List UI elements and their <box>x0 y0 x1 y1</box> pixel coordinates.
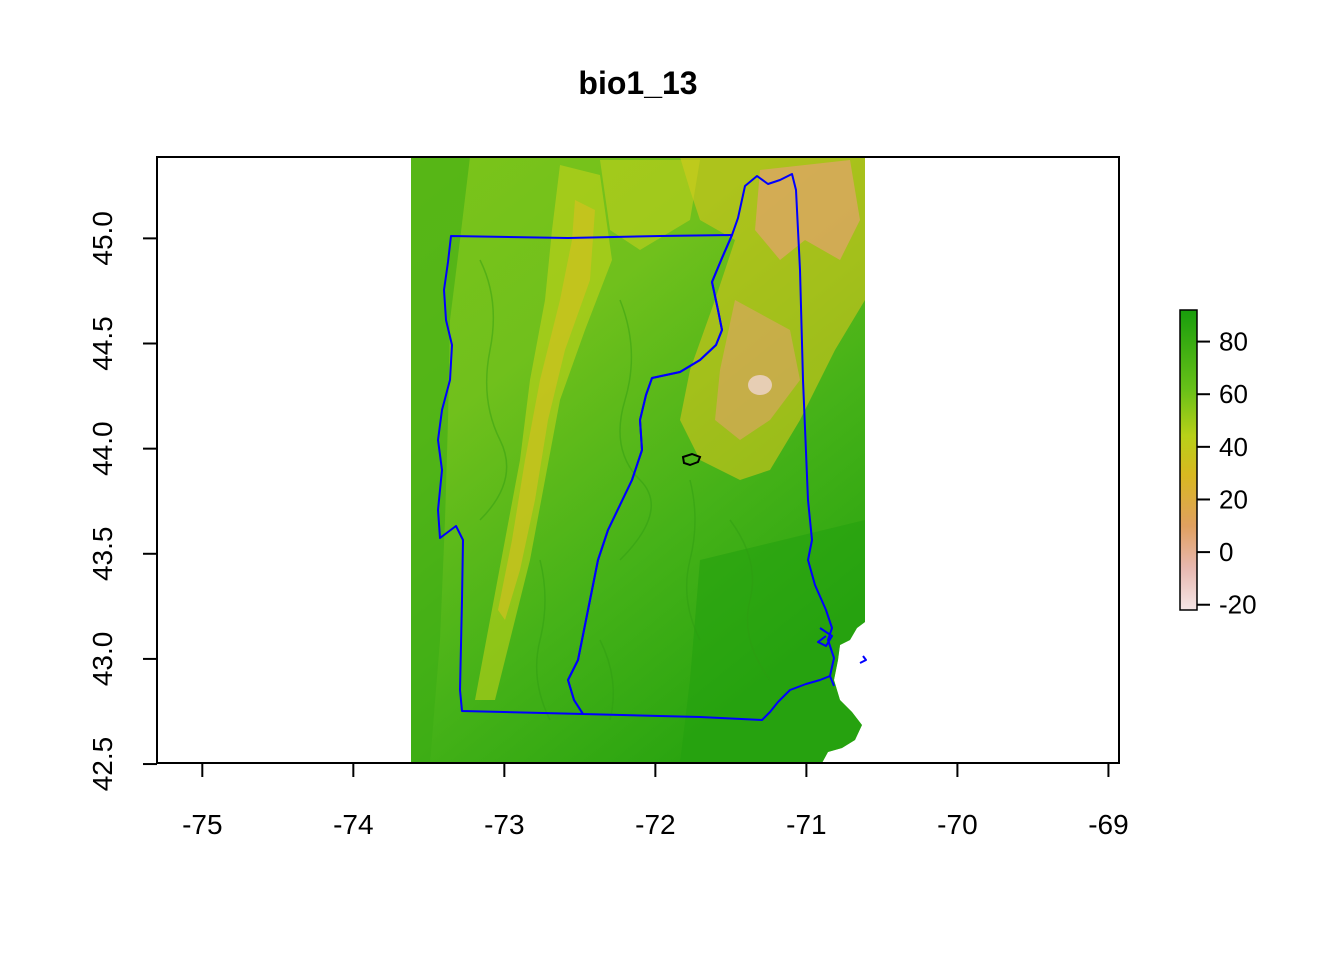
legend-tick-label: 40 <box>1219 432 1248 462</box>
x-tick-label: -69 <box>1088 809 1128 840</box>
raster-ridge-core <box>498 200 595 620</box>
lake-outline <box>681 452 702 467</box>
x-tick-label: -74 <box>333 809 373 840</box>
great-bay-outline <box>817 627 833 647</box>
y-tick-label: 44.5 <box>87 316 118 371</box>
x-tick-label: -71 <box>786 809 826 840</box>
raster-high-peaks <box>755 160 860 260</box>
legend-tick-label: 0 <box>1219 537 1233 567</box>
x-axis: -75 -74 -73 -72 -71 -70 -69 <box>182 762 1129 840</box>
y-tick-label: 43.5 <box>87 527 118 582</box>
y-tick-label: 42.5 <box>87 737 118 792</box>
legend-tick-label: -20 <box>1219 590 1257 620</box>
x-tick-label: -70 <box>937 809 977 840</box>
raster-seacoast-lowland <box>680 520 865 763</box>
legend-tick-label: 80 <box>1219 327 1248 357</box>
y-tick-label: 45.0 <box>87 211 118 266</box>
y-tick-label: 44.0 <box>87 421 118 476</box>
plot-title: bio1_13 <box>578 65 697 101</box>
y-tick-label: 43.0 <box>87 632 118 687</box>
coast-fragment-2 <box>829 675 835 687</box>
legend-tick-label: 60 <box>1219 379 1248 409</box>
raster-drainage-texture <box>479 259 771 721</box>
raster-presidential-range <box>715 300 800 440</box>
state-boundaries <box>437 173 867 721</box>
new-hampshire-outline <box>567 173 835 721</box>
x-tick-label: -75 <box>182 809 222 840</box>
raster-upper-valley <box>600 160 700 250</box>
legend-tick-label: 20 <box>1219 484 1248 514</box>
coast-fragment <box>859 655 867 664</box>
x-tick-label: -73 <box>484 809 524 840</box>
legend-colorbar <box>1179 309 1198 611</box>
raster-layer <box>411 157 865 763</box>
color-legend: 80 60 40 20 0 -20 <box>1179 309 1257 620</box>
legend-ticks: 80 60 40 20 0 -20 <box>1197 327 1257 620</box>
raster-peak-highlight <box>748 375 772 395</box>
y-axis: 42.5 43.0 43.5 44.0 44.5 45.0 <box>87 211 158 792</box>
x-tick-label: -72 <box>635 809 675 840</box>
